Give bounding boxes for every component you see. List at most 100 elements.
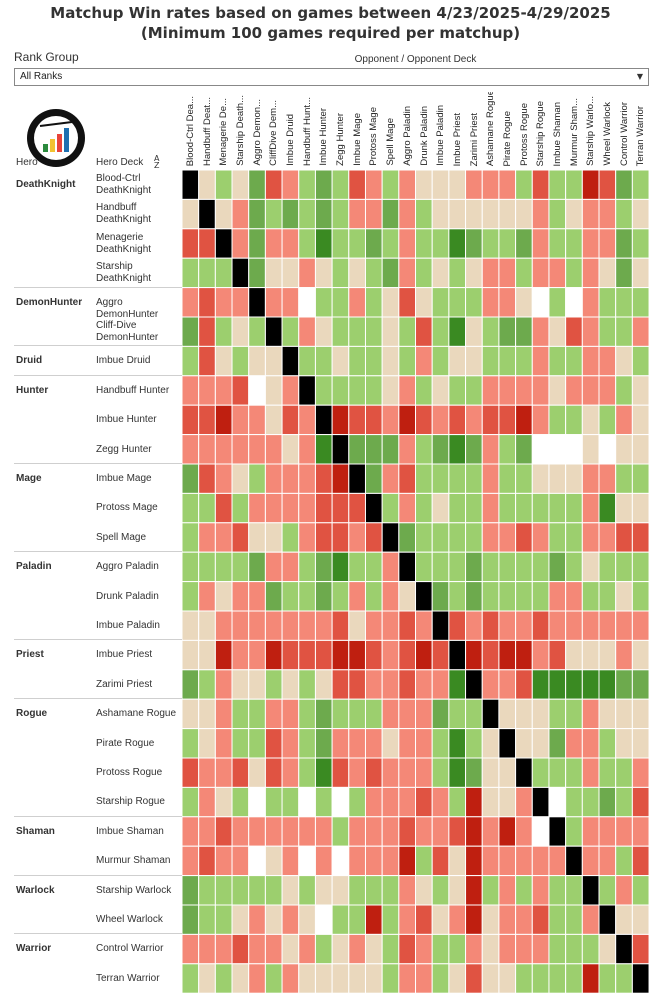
matchup-cell[interactable] <box>398 933 417 965</box>
matchup-cell[interactable] <box>448 463 467 494</box>
matchup-cell[interactable] <box>498 845 517 877</box>
matchup-cell[interactable] <box>182 198 200 230</box>
matchup-cell[interactable] <box>314 610 333 641</box>
matchup-cell[interactable] <box>498 786 517 818</box>
matchup-cell[interactable] <box>631 581 649 612</box>
matchup-cell[interactable] <box>615 669 633 700</box>
matchup-cell[interactable] <box>431 757 450 788</box>
matchup-cell[interactable] <box>415 875 433 906</box>
matchup-cell[interactable] <box>481 198 500 230</box>
matchup-cell[interactable] <box>331 875 350 906</box>
matchup-cell[interactable] <box>481 287 500 318</box>
matchup-cell[interactable] <box>581 933 600 965</box>
matchup-cell[interactable] <box>481 463 500 494</box>
matchup-cell[interactable] <box>298 228 316 259</box>
matchup-cell[interactable] <box>331 610 350 641</box>
matchup-cell[interactable] <box>515 845 533 877</box>
matchup-cell[interactable] <box>231 434 250 465</box>
matchup-cell[interactable] <box>415 757 433 788</box>
matchup-cell[interactable] <box>565 581 583 612</box>
matchup-cell[interactable] <box>465 757 483 788</box>
matchup-cell[interactable] <box>381 845 400 877</box>
matchup-cell[interactable] <box>231 492 250 524</box>
matchup-cell[interactable] <box>548 698 567 730</box>
matchup-cell[interactable] <box>631 345 649 377</box>
matchup-cell[interactable] <box>465 875 483 906</box>
matchup-cell[interactable] <box>548 170 567 200</box>
matchup-cell[interactable] <box>415 198 433 230</box>
matchup-cell[interactable] <box>515 375 533 406</box>
matchup-cell[interactable] <box>481 875 500 906</box>
matchup-cell[interactable] <box>498 551 517 583</box>
matchup-cell[interactable] <box>214 845 233 877</box>
matchup-cell[interactable] <box>431 581 450 612</box>
matchup-cell[interactable] <box>281 404 300 436</box>
matchup-cell[interactable] <box>498 904 517 935</box>
matchup-cell[interactable] <box>348 757 366 788</box>
matchup-cell[interactable] <box>448 257 467 289</box>
matchup-cell[interactable] <box>348 875 366 906</box>
matchup-cell[interactable] <box>548 933 567 965</box>
matchup-cell[interactable] <box>615 786 633 818</box>
matchup-cell[interactable] <box>281 639 300 671</box>
matchup-cell[interactable] <box>364 669 383 700</box>
matchup-cell[interactable] <box>348 316 366 347</box>
matchup-cell[interactable] <box>531 639 550 671</box>
matchup-cell[interactable] <box>481 933 500 965</box>
matchup-cell[interactable] <box>531 463 550 494</box>
matchup-cell[interactable] <box>264 757 283 788</box>
matchup-cell[interactable] <box>214 522 233 553</box>
matchup-cell[interactable] <box>598 170 617 200</box>
matchup-cell[interactable] <box>182 610 200 641</box>
matchup-cell[interactable] <box>615 551 633 583</box>
matchup-cell[interactable] <box>465 492 483 524</box>
matchup-cell[interactable] <box>214 316 233 347</box>
matchup-cell[interactable] <box>248 404 266 436</box>
matchup-cell[interactable] <box>348 228 366 259</box>
matchup-cell[interactable] <box>314 492 333 524</box>
matchup-cell[interactable] <box>281 698 300 730</box>
matchup-cell[interactable] <box>248 698 266 730</box>
matchup-cell[interactable] <box>281 933 300 965</box>
matchup-cell[interactable] <box>598 757 617 788</box>
matchup-cell[interactable] <box>531 816 550 847</box>
matchup-cell[interactable] <box>214 728 233 759</box>
matchup-cell[interactable] <box>598 492 617 524</box>
matchup-cell[interactable] <box>581 639 600 671</box>
matchup-cell[interactable] <box>415 845 433 877</box>
matchup-cell[interactable] <box>182 522 200 553</box>
matchup-cell[interactable] <box>615 933 633 965</box>
matchup-cell[interactable] <box>431 228 450 259</box>
matchup-cell[interactable] <box>448 287 467 318</box>
matchup-cell[interactable] <box>381 581 400 612</box>
matchup-cell[interactable] <box>298 404 316 436</box>
matchup-cell[interactable] <box>331 257 350 289</box>
matchup-cell[interactable] <box>498 287 517 318</box>
matchup-cell[interactable] <box>281 492 300 524</box>
matchup-cell[interactable] <box>231 375 250 406</box>
matchup-cell[interactable] <box>198 522 216 553</box>
matchup-cell[interactable] <box>214 345 233 377</box>
matchup-cell[interactable] <box>248 757 266 788</box>
matchup-cell[interactable] <box>631 728 649 759</box>
matchup-cell[interactable] <box>448 434 467 465</box>
matchup-cell[interactable] <box>615 257 633 289</box>
matchup-cell[interactable] <box>198 728 216 759</box>
matchup-cell[interactable] <box>548 551 567 583</box>
matchup-cell[interactable] <box>214 757 233 788</box>
matchup-cell[interactable] <box>515 345 533 377</box>
matchup-cell[interactable] <box>198 933 216 965</box>
matchup-cell[interactable] <box>498 933 517 965</box>
matchup-cell[interactable] <box>198 228 216 259</box>
matchup-cell[interactable] <box>581 375 600 406</box>
matchup-cell[interactable] <box>198 492 216 524</box>
matchup-cell[interactable] <box>214 904 233 935</box>
matchup-cell[interactable] <box>264 551 283 583</box>
matchup-cell[interactable] <box>214 257 233 289</box>
matchup-cell[interactable] <box>465 170 483 200</box>
matchup-cell[interactable] <box>531 669 550 700</box>
matchup-cell[interactable] <box>615 316 633 347</box>
rank-group-dropdown[interactable]: All Ranks ▼ <box>14 68 649 86</box>
matchup-cell[interactable] <box>198 698 216 730</box>
matchup-cell[interactable] <box>565 404 583 436</box>
